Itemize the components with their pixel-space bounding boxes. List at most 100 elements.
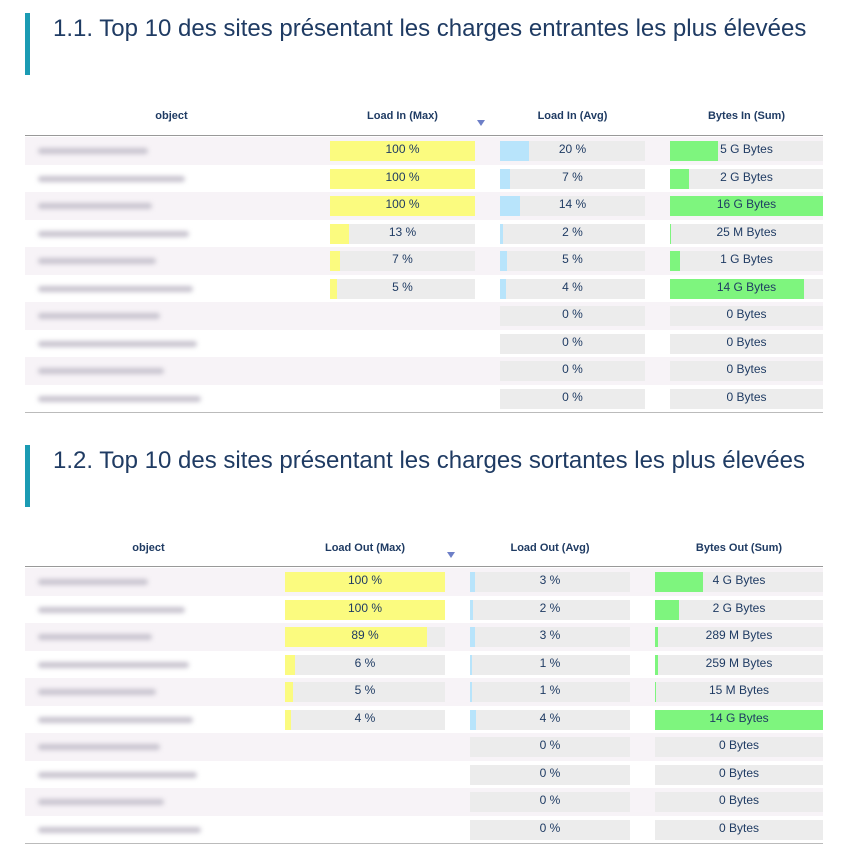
cell-value: 100 % xyxy=(347,600,383,615)
bar-track xyxy=(330,251,475,271)
cell-value: 3 % xyxy=(539,628,561,642)
section-title: 1.1. Top 10 des sites présentant les cha… xyxy=(53,15,807,42)
cell-value: 0 Bytes xyxy=(718,820,760,835)
bar xyxy=(330,251,341,271)
bar-track xyxy=(470,572,630,592)
cell-value: 2 G Bytes xyxy=(720,169,773,184)
bar xyxy=(470,599,474,620)
column-header: object xyxy=(155,110,188,122)
bar-track xyxy=(670,388,823,409)
column-header: Bytes Out (Sum) xyxy=(695,542,783,554)
bar xyxy=(330,141,475,161)
bar-track xyxy=(500,223,645,244)
bar-track xyxy=(470,709,630,730)
bar xyxy=(655,709,823,730)
bar xyxy=(330,168,475,189)
bar-track xyxy=(470,819,630,840)
redacted-object xyxy=(38,175,185,182)
bar-track xyxy=(500,333,645,354)
cell-value: 100 % xyxy=(385,142,420,156)
cell-value: 4 % xyxy=(539,710,561,725)
cell-value: 0 % xyxy=(539,793,561,807)
cell-value: 100 % xyxy=(347,573,383,587)
redacted-object xyxy=(38,799,164,805)
bar-track xyxy=(500,141,645,161)
bar xyxy=(500,168,511,189)
cell-value: 2 % xyxy=(539,600,561,615)
cell-value: 14 G Bytes xyxy=(709,710,769,725)
bar-track xyxy=(655,737,823,757)
bar-track xyxy=(470,737,630,757)
bar-track xyxy=(655,819,823,840)
bar xyxy=(470,654,472,675)
bar-track xyxy=(470,654,630,675)
cell-value: 4 % xyxy=(354,710,376,725)
cell-value: 1 G Bytes xyxy=(720,252,773,266)
bar xyxy=(500,141,529,161)
table-rule xyxy=(25,412,823,413)
bar xyxy=(670,251,680,271)
bar xyxy=(285,682,293,702)
cell-value: 100 % xyxy=(385,197,420,211)
cell-value: 15 M Bytes xyxy=(708,683,770,697)
redacted-object xyxy=(38,203,152,209)
redacted-object xyxy=(38,285,193,292)
cell-value: 7 % xyxy=(392,252,413,266)
redacted-object xyxy=(38,634,152,640)
bar-track xyxy=(670,333,823,354)
bar-track xyxy=(500,251,645,271)
bar xyxy=(330,223,349,244)
bar xyxy=(330,196,475,216)
bar-track xyxy=(655,764,823,785)
bar xyxy=(670,168,690,189)
cell-value: 0 % xyxy=(562,307,583,321)
cell-value: 4 G Bytes xyxy=(712,573,766,587)
cell-value: 0 Bytes xyxy=(718,738,760,752)
redacted-object xyxy=(38,606,185,613)
cell-value: 5 % xyxy=(392,279,413,294)
cell-value: 259 M Bytes xyxy=(705,655,773,670)
bar-track xyxy=(470,599,630,620)
cell-value: 0 % xyxy=(562,334,583,349)
redacted-object xyxy=(38,148,148,154)
sort-indicator xyxy=(447,552,455,558)
cell-value: 1 % xyxy=(539,683,561,697)
redacted-object xyxy=(38,395,201,402)
sort-indicator xyxy=(477,120,485,126)
bar-track xyxy=(655,627,823,647)
header-rule xyxy=(25,566,823,567)
cell-value: 4 % xyxy=(562,279,583,294)
cell-value: 5 % xyxy=(562,252,583,266)
cell-value: 0 Bytes xyxy=(726,389,767,404)
redacted-object xyxy=(38,661,189,668)
bar xyxy=(470,709,477,730)
cell-value: 0 Bytes xyxy=(726,307,767,321)
redacted-object xyxy=(38,826,201,833)
redacted-object xyxy=(38,230,189,237)
redacted-object xyxy=(38,716,193,723)
bar-track xyxy=(285,682,445,702)
cell-value: 25 M Bytes xyxy=(716,224,777,239)
bar xyxy=(500,278,506,299)
bar-track xyxy=(470,627,630,647)
redacted-object xyxy=(38,313,160,319)
bar xyxy=(670,141,718,161)
bar xyxy=(285,654,295,675)
bar xyxy=(470,682,472,702)
cell-value: 89 % xyxy=(351,628,379,642)
column-header: Load Out (Avg) xyxy=(510,542,590,554)
bar-track xyxy=(655,599,823,620)
column-header: Load In (Avg) xyxy=(537,110,608,122)
header-rule xyxy=(25,135,823,136)
bar-track xyxy=(655,792,823,812)
bar-track xyxy=(670,361,823,381)
redacted-object xyxy=(38,340,197,347)
cell-value: 5 G Bytes xyxy=(720,142,773,156)
bar xyxy=(285,627,428,647)
bar xyxy=(655,654,659,675)
cell-value: 1 % xyxy=(539,655,561,670)
bar xyxy=(500,196,521,216)
cell-value: 0 Bytes xyxy=(718,765,760,780)
column-header: object xyxy=(132,542,165,554)
cell-value: 0 % xyxy=(539,738,561,752)
